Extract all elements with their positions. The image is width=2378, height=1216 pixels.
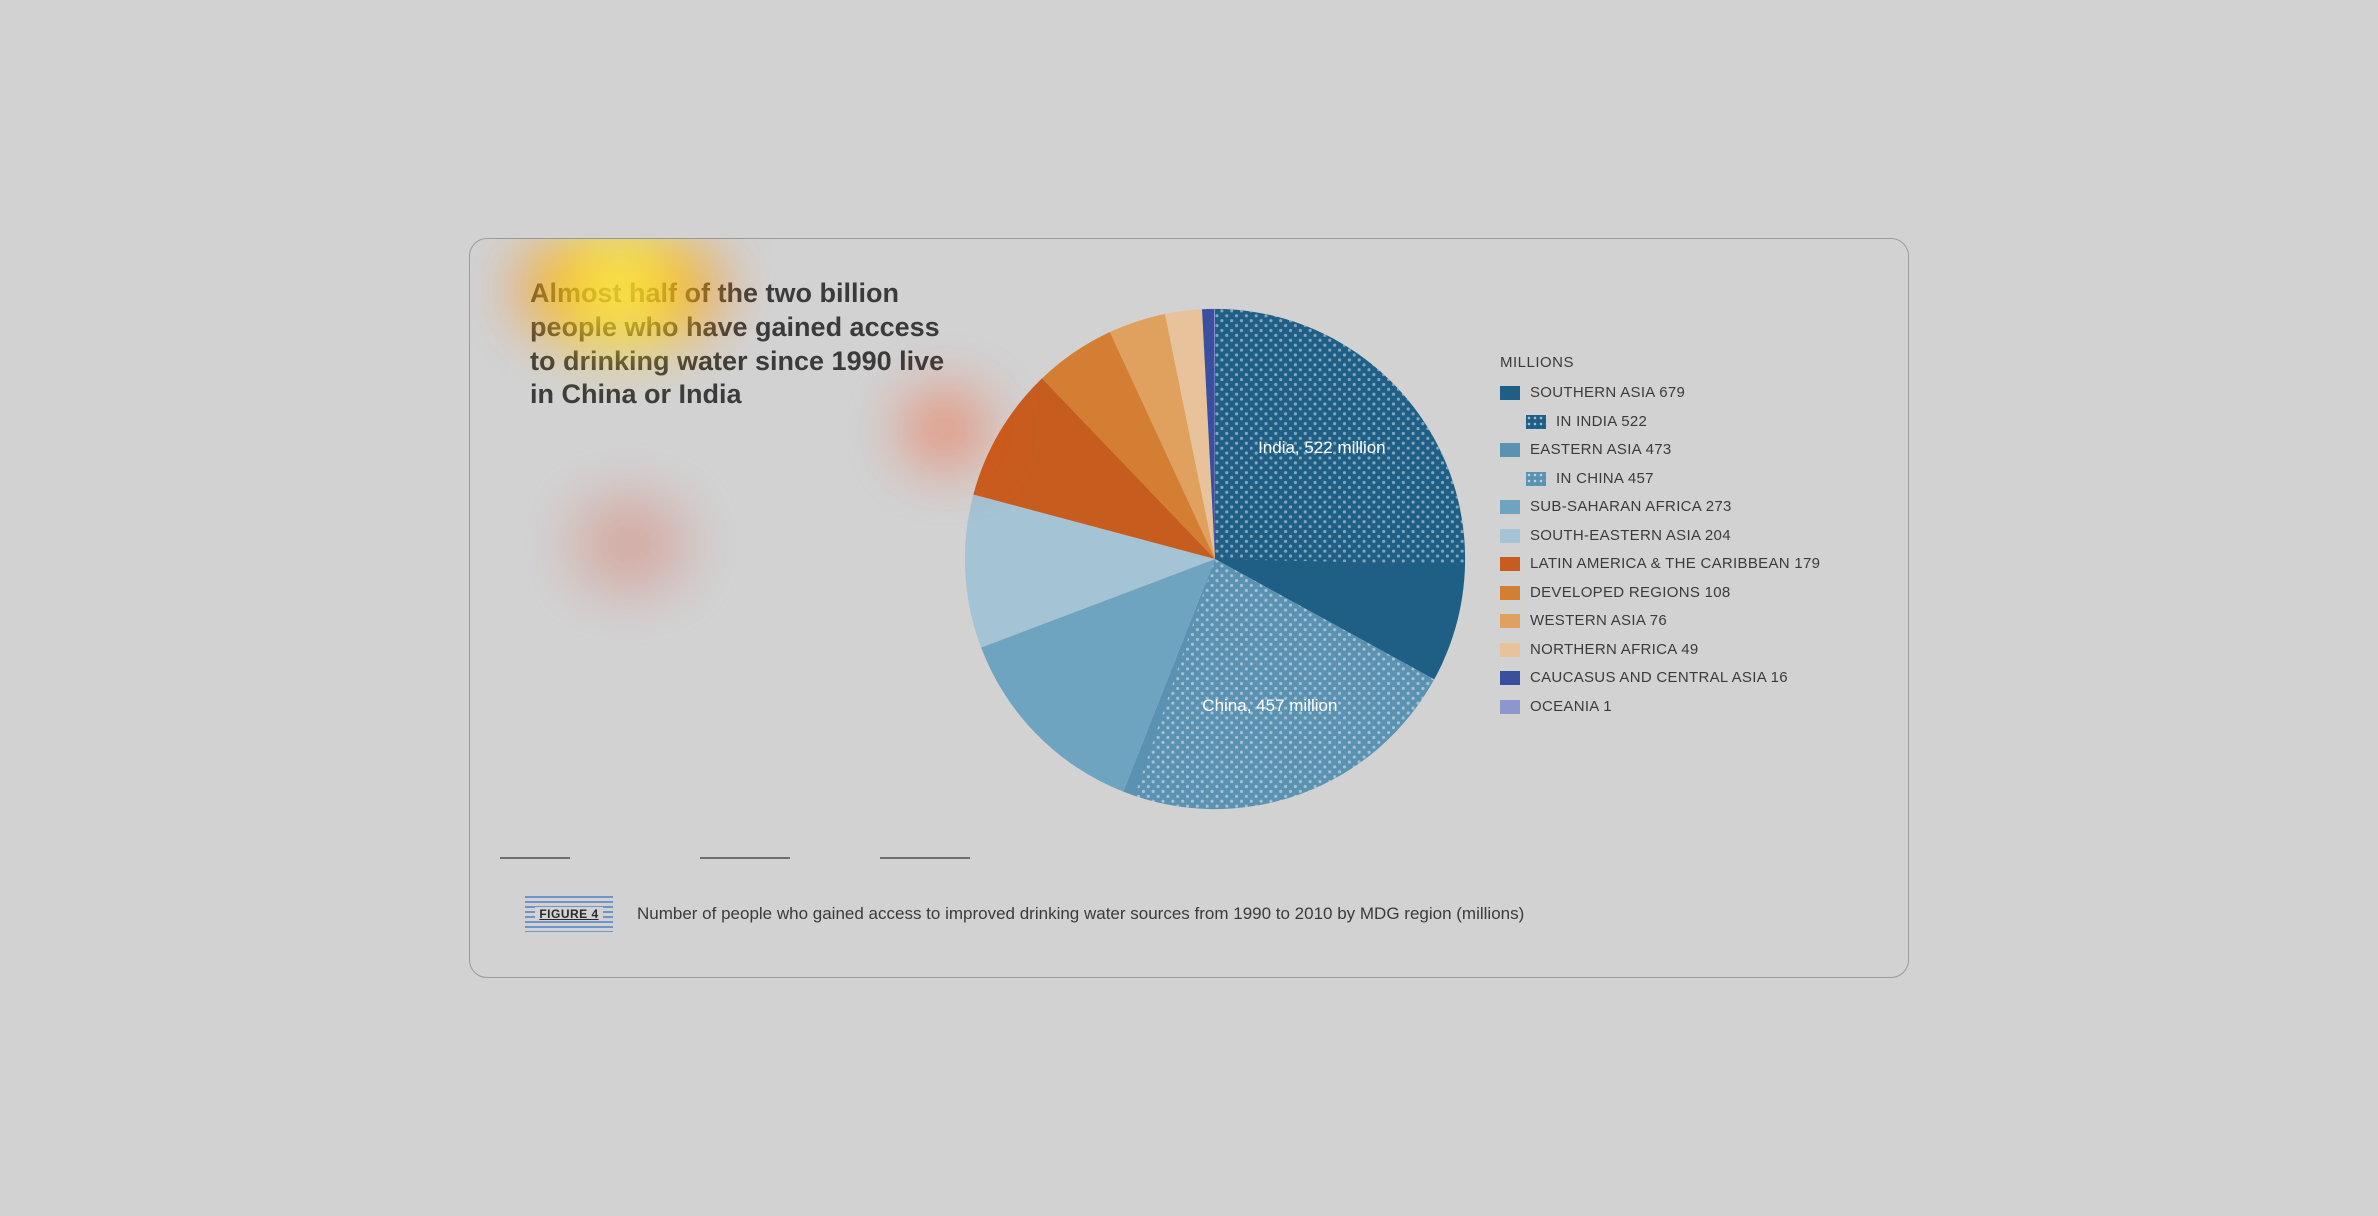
pie-svg xyxy=(960,304,1470,814)
legend-swatch xyxy=(1500,700,1520,714)
legend-label: SOUTHERN ASIA 679 xyxy=(1530,379,1685,408)
decor-baseline-marks xyxy=(500,857,970,859)
legend-label: LATIN AMERICA & THE CARIBBEAN 179 xyxy=(1530,550,1820,579)
legend-label: CAUCASUS AND CENTRAL ASIA 16 xyxy=(1530,664,1788,693)
legend-label: SOUTH-EASTERN ASIA 204 xyxy=(1530,522,1731,551)
legend-item-western_asia: WESTERN ASIA 76 xyxy=(1500,607,1900,636)
legend-label: WESTERN ASIA 76 xyxy=(1530,607,1667,636)
legend-swatch xyxy=(1500,386,1520,400)
legend-swatch xyxy=(1500,643,1520,657)
legend-label: DEVELOPED REGIONS 108 xyxy=(1530,579,1731,608)
figure-label: FIGURE 4 xyxy=(535,907,602,921)
legend-item-se_asia: SOUTH-EASTERN ASIA 204 xyxy=(1500,522,1900,551)
legend-label: IN CHINA 457 xyxy=(1556,465,1654,494)
pie-chart: India, 522 millionChina, 457 million xyxy=(960,304,1470,814)
legend-label: SUB-SAHARAN AFRICA 273 xyxy=(1530,493,1732,522)
legend: MILLIONS SOUTHERN ASIA 679IN INDIA 522EA… xyxy=(1500,354,1900,721)
legend-item-eastern_asia: EASTERN ASIA 473 xyxy=(1500,436,1900,465)
figure-caption: Number of people who gained access to im… xyxy=(637,904,1524,924)
legend-item-caucasus_ca: CAUCASUS AND CENTRAL ASIA 16 xyxy=(1500,664,1900,693)
legend-swatch xyxy=(1500,529,1520,543)
legend-item-oceania: OCEANIA 1 xyxy=(1500,693,1900,722)
legend-item-north_africa: NORTHERN AFRICA 49 xyxy=(1500,636,1900,665)
legend-title: MILLIONS xyxy=(1500,354,1900,371)
legend-swatch xyxy=(1500,671,1520,685)
pie-overlay-india xyxy=(1215,309,1465,565)
legend-swatch xyxy=(1500,614,1520,628)
legend-list: SOUTHERN ASIA 679IN INDIA 522EASTERN ASI… xyxy=(1500,379,1900,721)
legend-label: IN INDIA 522 xyxy=(1556,408,1647,437)
legend-item-developed: DEVELOPED REGIONS 108 xyxy=(1500,579,1900,608)
legend-label: OCEANIA 1 xyxy=(1530,693,1612,722)
legend-swatch xyxy=(1526,415,1546,429)
figure-panel: Almost half of the two billion people wh… xyxy=(469,238,1909,978)
legend-item-latam: LATIN AMERICA & THE CARIBBEAN 179 xyxy=(1500,550,1900,579)
headline-text: Almost half of the two billion people wh… xyxy=(530,277,960,412)
legend-label: EASTERN ASIA 473 xyxy=(1530,436,1672,465)
legend-item-subsaharan: SUB-SAHARAN AFRICA 273 xyxy=(1500,493,1900,522)
legend-swatch xyxy=(1526,472,1546,486)
figure-footer: FIGURE 4 Number of people who gained acc… xyxy=(525,896,1868,932)
legend-item-china: IN CHINA 457 xyxy=(1500,465,1900,494)
legend-swatch xyxy=(1500,557,1520,571)
figure-label-ornament: FIGURE 4 xyxy=(525,896,613,932)
legend-item-india: IN INDIA 522 xyxy=(1500,408,1900,437)
legend-swatch xyxy=(1500,443,1520,457)
heatmap-hotspot xyxy=(530,489,730,599)
legend-item-southern_asia: SOUTHERN ASIA 679 xyxy=(1500,379,1900,408)
legend-swatch xyxy=(1500,500,1520,514)
legend-swatch xyxy=(1500,586,1520,600)
legend-label: NORTHERN AFRICA 49 xyxy=(1530,636,1699,665)
